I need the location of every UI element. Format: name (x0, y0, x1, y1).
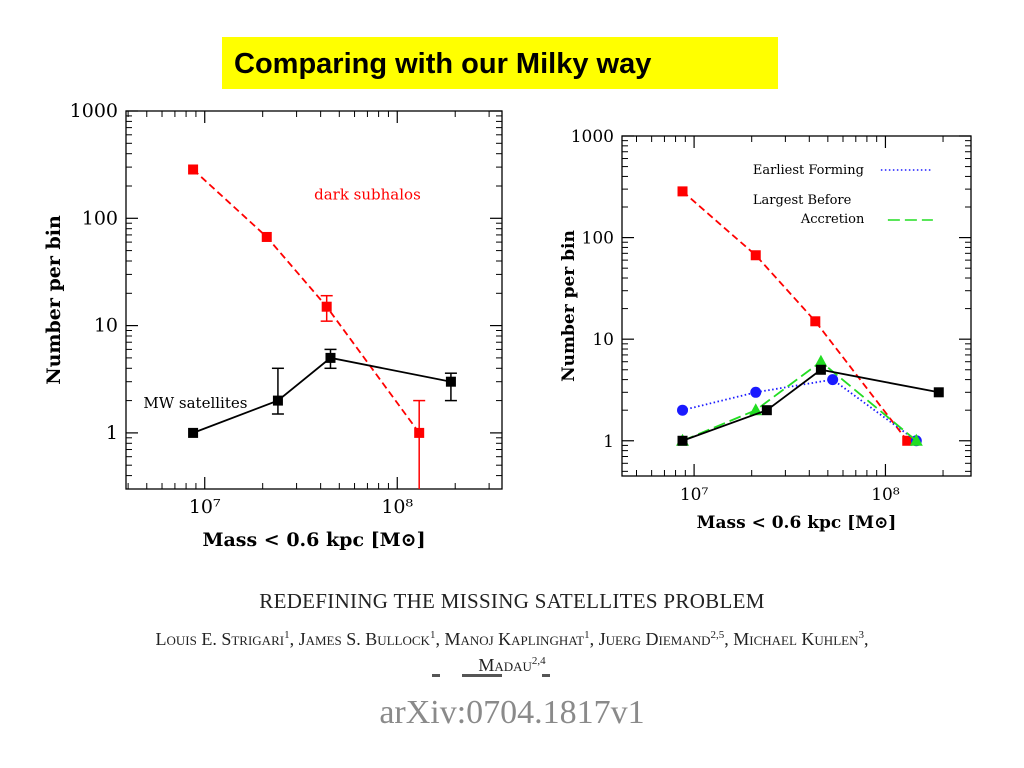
data-point (677, 186, 688, 197)
slide-title: Comparing with our Milky way (234, 48, 652, 80)
y-tick-label: 100 (582, 229, 614, 249)
y-axis-label: Number per bin (43, 215, 65, 385)
author-affiliation: 1 (284, 629, 290, 641)
x-tick-label: 10⁷ (189, 496, 221, 518)
authors-line-2: Madau2,4 (478, 655, 545, 675)
data-point (414, 427, 425, 438)
author-name: Louis E. Strigari (155, 629, 285, 649)
y-tick-label: 10 (592, 330, 614, 350)
arxiv-id: arXiv:0704.1817v1 (379, 694, 645, 731)
series-label: dark subhalos (314, 185, 421, 203)
plot-frame (125, 110, 503, 490)
x-axis-label: Mass < 0.6 kpc [M⊙] (202, 529, 425, 551)
data-point (261, 231, 272, 242)
paper-title: REDEFINING THE MISSING SATELLITES PROBLE… (259, 589, 765, 613)
x-axis-label: Mass < 0.6 kpc [M⊙] (697, 513, 897, 533)
data-point (810, 316, 821, 327)
author-affiliation: 1 (429, 629, 436, 641)
y-axis-label: Number per bin (559, 230, 579, 382)
y-tick-label: 100 (82, 207, 118, 229)
data-point (909, 433, 923, 446)
cut-off-text-fragment (432, 674, 592, 677)
series-line-dark-subhalos (192, 168, 420, 434)
data-point (188, 427, 199, 438)
author-affiliation: 3 (858, 629, 864, 641)
author-name: James S. Bullock (298, 629, 430, 649)
series-line-mw-satellites (192, 356, 452, 434)
series-line--ff0000 (681, 190, 908, 442)
data-point (750, 386, 762, 398)
paper-authors: Louis E. Strigari1, James S. Bullock1, M… (0, 624, 1024, 676)
data-point (815, 364, 826, 375)
plot-frame (621, 135, 972, 477)
author-name: Michael Kuhlen (733, 629, 859, 649)
author-name: Manoj Kaplinghat (444, 629, 585, 649)
series-line--000000 (682, 368, 939, 442)
author-affiliation: 2,4 (531, 655, 546, 667)
y-tick-label: 1 (106, 422, 118, 444)
legend-label: Largest Before (753, 193, 852, 208)
data-point (761, 405, 772, 416)
author-name: Juerg Diemand (598, 629, 711, 649)
data-point (750, 250, 761, 261)
data-point (677, 435, 688, 446)
series-line-largest-before-accretion (682, 360, 917, 442)
x-tick-label: 10⁷ (680, 485, 709, 505)
title-highlight-box (222, 37, 778, 89)
data-point (272, 395, 283, 406)
data-point (321, 301, 332, 312)
series-label: MW satellites (143, 394, 247, 412)
authors-line-1: Louis E. Strigari1, James S. Bullock1, M… (155, 629, 869, 649)
x-tick-label: 10⁸ (871, 485, 900, 505)
legend-label: Earliest Forming (753, 163, 864, 178)
author-affiliation: 1 (584, 629, 590, 641)
data-point (827, 374, 839, 386)
author-affiliation: 2,5 (710, 629, 725, 641)
data-point (902, 435, 913, 446)
y-tick-label: 1 (603, 432, 614, 452)
author-name: Madau (478, 655, 532, 675)
y-tick-label: 1000 (70, 100, 118, 122)
data-point (188, 164, 199, 175)
data-point (933, 387, 944, 398)
data-point (814, 354, 828, 367)
data-point (445, 376, 456, 387)
data-point (677, 404, 689, 416)
x-tick-label: 10⁸ (381, 496, 413, 518)
data-point (325, 352, 336, 363)
series-line-earliest-forming (682, 378, 917, 442)
legend-label: Accretion (800, 212, 865, 227)
y-tick-label: 1000 (571, 127, 614, 147)
y-tick-label: 10 (94, 315, 118, 337)
